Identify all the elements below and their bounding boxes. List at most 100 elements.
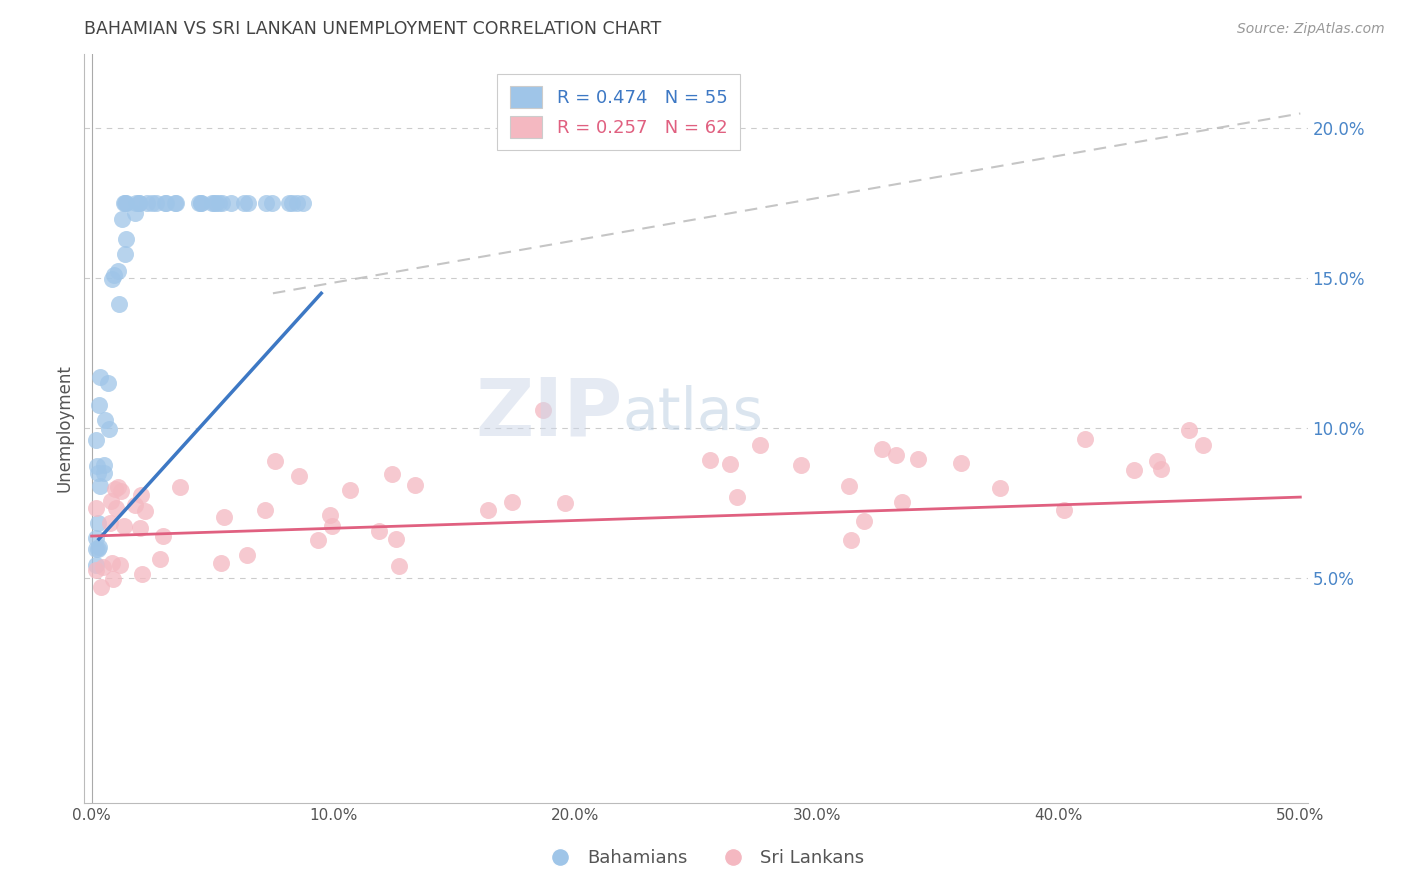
Point	[321, 519, 343, 533]
Point	[404, 477, 426, 491]
Point	[380, 467, 402, 481]
Point	[86, 433, 108, 447]
Point	[91, 559, 114, 574]
Point	[104, 482, 127, 496]
Point	[114, 196, 136, 211]
Point	[277, 196, 299, 211]
Point	[129, 521, 152, 535]
Point	[134, 503, 156, 517]
Point	[124, 206, 146, 220]
Point	[124, 499, 146, 513]
Point	[211, 196, 233, 211]
Legend: Bahamians, Sri Lankans: Bahamians, Sri Lankans	[534, 842, 872, 874]
Point	[318, 508, 340, 522]
Point	[988, 482, 1011, 496]
Point	[236, 549, 259, 563]
Point	[209, 556, 232, 570]
Point	[165, 196, 187, 211]
Point	[86, 563, 108, 577]
Point	[128, 196, 150, 211]
Point	[103, 268, 125, 283]
Point	[385, 532, 408, 546]
Point	[221, 196, 243, 211]
Point	[169, 480, 191, 494]
Point	[339, 483, 361, 497]
Point	[1122, 462, 1144, 476]
Point	[90, 580, 112, 594]
Point	[104, 501, 127, 516]
Point	[236, 196, 259, 211]
Point	[136, 196, 159, 211]
Point	[501, 494, 523, 508]
Point	[554, 496, 576, 510]
Point	[152, 529, 174, 543]
Point	[699, 453, 721, 467]
Point	[292, 196, 315, 211]
Point	[749, 438, 772, 452]
Point	[93, 466, 115, 480]
Point	[907, 452, 929, 467]
Point	[287, 196, 309, 211]
Point	[253, 503, 276, 517]
Point	[86, 531, 108, 545]
Point	[208, 196, 231, 211]
Point	[141, 196, 163, 211]
Point	[163, 196, 186, 211]
Point	[1149, 462, 1171, 476]
Point	[112, 519, 135, 533]
Point	[87, 399, 110, 413]
Point	[853, 515, 876, 529]
Point	[98, 516, 121, 530]
Point	[870, 442, 893, 456]
Point	[108, 558, 131, 573]
Point	[1191, 437, 1213, 451]
Point	[153, 196, 176, 211]
Point	[131, 488, 153, 502]
Point	[100, 494, 122, 508]
Point	[1177, 423, 1199, 437]
Point	[1146, 454, 1168, 468]
Text: Source: ZipAtlas.com: Source: ZipAtlas.com	[1237, 22, 1385, 37]
Point	[190, 196, 212, 211]
Point	[288, 469, 311, 483]
Point	[101, 572, 124, 586]
Point	[93, 458, 115, 473]
Legend: R = 0.474   N = 55, R = 0.257   N = 62: R = 0.474 N = 55, R = 0.257 N = 62	[498, 74, 740, 151]
Point	[114, 247, 136, 261]
Text: ZIP: ZIP	[475, 374, 623, 452]
Point	[190, 196, 212, 211]
Point	[205, 196, 228, 211]
Point	[477, 503, 499, 517]
Point	[86, 558, 108, 572]
Point	[232, 196, 254, 211]
Point	[128, 196, 150, 211]
Point	[149, 552, 172, 566]
Point	[87, 540, 110, 554]
Point	[97, 376, 120, 391]
Point	[86, 459, 108, 474]
Point	[101, 271, 124, 285]
Point	[125, 196, 148, 211]
Point	[155, 196, 177, 211]
Point	[100, 556, 122, 570]
Point	[112, 196, 135, 211]
Point	[111, 212, 134, 227]
Point	[200, 196, 222, 211]
Point	[212, 509, 235, 524]
Text: BAHAMIAN VS SRI LANKAN UNEMPLOYMENT CORRELATION CHART: BAHAMIAN VS SRI LANKAN UNEMPLOYMENT CORR…	[84, 21, 662, 38]
Point	[115, 196, 138, 211]
Y-axis label: Unemployment: Unemployment	[55, 364, 73, 492]
Point	[87, 541, 110, 556]
Point	[87, 467, 110, 481]
Point	[87, 516, 110, 531]
Point	[262, 196, 284, 211]
Point	[202, 196, 225, 211]
Point	[718, 457, 741, 471]
Point	[110, 484, 132, 499]
Point	[107, 297, 129, 311]
Text: atlas: atlas	[623, 384, 763, 442]
Point	[114, 232, 136, 246]
Point	[86, 501, 108, 516]
Point	[107, 264, 129, 278]
Point	[94, 413, 117, 427]
